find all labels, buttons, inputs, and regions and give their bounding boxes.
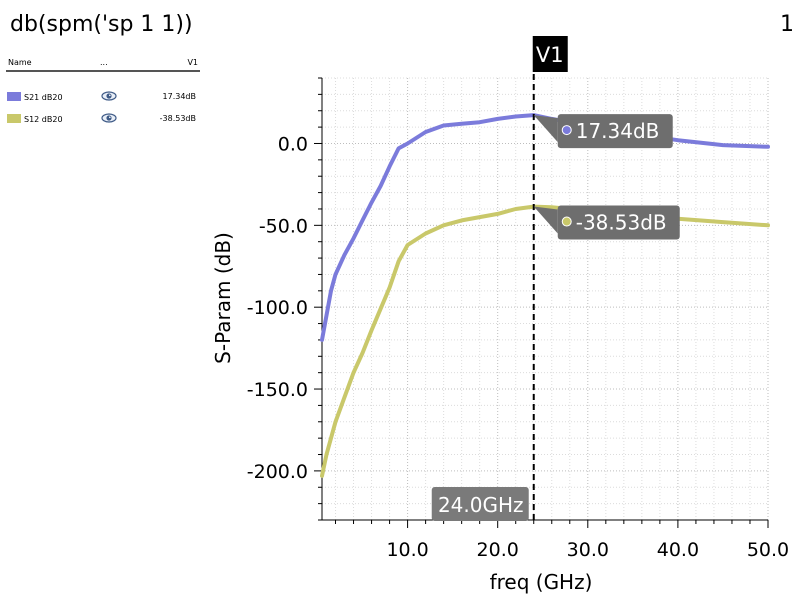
legend-panel: Name ... V1 S21 dB20 17.34dB S12 dB20 -3… [6, 56, 200, 130]
chart-grid [322, 77, 769, 520]
y-tick-label: -50.0 [259, 215, 308, 237]
marker-name: V1 [536, 43, 564, 67]
marker-readout-pointer [533, 206, 558, 234]
marker-readout-box [557, 114, 673, 149]
marker-readout-box [557, 205, 680, 240]
legend-swatch-s21 [7, 92, 21, 101]
y-axis-title: S-Param (dB) [211, 232, 235, 364]
x-tick-label: 20.0 [477, 539, 519, 561]
legend-item-s12[interactable]: S12 dB20 -38.53dB [6, 108, 200, 130]
legend-label-s12: S12 dB20 [24, 115, 63, 124]
chart-axes: 0.0 -50.0 -100.0 -150.0 -200.0 10.0 20.0 30.0 40… [211, 77, 789, 594]
x-tick-label: 10.0 [386, 539, 428, 561]
legend-swatch-s12 [7, 114, 21, 123]
y-tick-label: -150.0 [247, 379, 308, 401]
marker-x-readout: 24.0GHz [438, 493, 524, 517]
x-tick-label: 50.0 [747, 539, 789, 561]
legend-header: Name ... V1 [6, 56, 200, 72]
page-title: db(spm('sp 1 1)) [10, 12, 193, 37]
marker-x-readout-box [431, 487, 529, 521]
x-tick-label: 40.0 [657, 539, 699, 561]
marker-readout-dot [561, 216, 572, 227]
legend-value-s12: -38.53dB [159, 114, 196, 123]
eye-icon[interactable] [101, 112, 117, 126]
y-tick-label: -100.0 [247, 297, 308, 319]
series-line-s12 [320, 204, 770, 478]
marker-readout-label: 17.34dB [576, 119, 660, 143]
x-axis-title: freq (GHz) [490, 570, 593, 594]
eye-icon[interactable] [101, 90, 117, 104]
legend-header-name: Name [8, 58, 32, 67]
y-tick-label: 0.0 [278, 133, 308, 155]
marker-readout-label: -38.53dB [576, 211, 667, 235]
x-tick-label: 30.0 [567, 539, 609, 561]
series-line-s21 [320, 113, 770, 342]
legend-header-value: V1 [187, 58, 198, 67]
legend-value-s21: 17.34dB [162, 92, 196, 101]
marker-flag [532, 36, 568, 72]
legend-header-dots[interactable]: ... [100, 58, 108, 67]
legend-item-s21[interactable]: S21 dB20 17.34dB [6, 86, 200, 108]
marker-readout-dot [561, 125, 572, 136]
legend-label-s21: S21 dB20 [24, 93, 63, 102]
y-tick-label: -200.0 [247, 461, 308, 483]
page-number: 1 [780, 12, 794, 37]
marker-v1[interactable]: V1 24.0GHz 17.34dB -38.53dB [431, 36, 680, 521]
marker-readout-pointer [533, 115, 558, 143]
